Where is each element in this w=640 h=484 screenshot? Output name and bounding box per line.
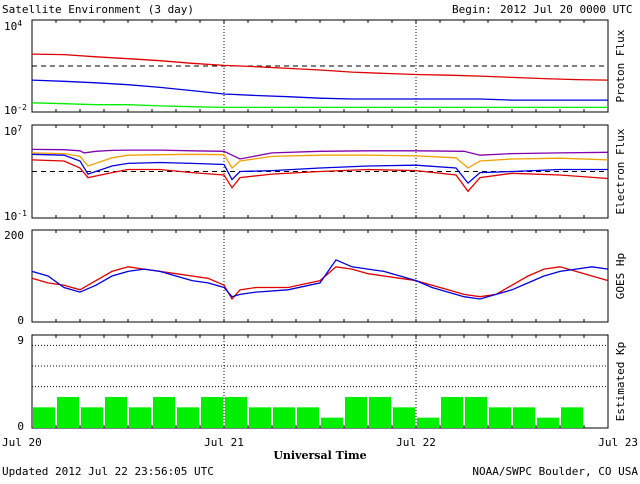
- kp-bar: [129, 407, 151, 428]
- y-tick-label: 10-1: [4, 209, 27, 223]
- kp-bar: [81, 407, 103, 428]
- y-tick-label: 104: [4, 19, 22, 33]
- series-green: [31, 102, 608, 109]
- series-orange: [31, 152, 609, 170]
- credit-text: NOAA/SWPC Boulder, CO USA: [472, 465, 638, 478]
- begin-value: 2012 Jul 20 0000 UTC: [500, 3, 632, 16]
- kp-bar: [273, 407, 295, 428]
- kp-bar: [321, 417, 343, 428]
- panel-1: 107 10-1 Electron Flux: [4, 124, 627, 223]
- panel-frame: [31, 334, 609, 429]
- kp-bar: [393, 407, 415, 428]
- kp-bar: [177, 407, 199, 428]
- series-red: [31, 159, 609, 193]
- y-tick-label: 0: [17, 420, 24, 433]
- begin-label: Begin:: [452, 3, 492, 16]
- series-red: [31, 266, 609, 301]
- updated-timestamp: Updated 2012 Jul 22 23:56:05 UTC: [2, 465, 214, 478]
- y-tick-label: 107: [4, 124, 22, 138]
- y-tick-label: 200: [4, 229, 24, 242]
- kp-bar: [57, 397, 79, 428]
- kp-bar: [489, 407, 511, 428]
- panel-ylabel: Estimated Kp: [614, 342, 627, 421]
- x-axis-label: Universal Time: [273, 449, 366, 462]
- kp-bar: [249, 407, 271, 428]
- y-tick-label: 9: [17, 334, 24, 347]
- x-tick-labels: Jul 20 Jul 21 Jul 22 Jul 23: [2, 436, 638, 449]
- x-tick-label: Jul 22: [396, 436, 436, 449]
- x-tick-label: Jul 20: [2, 436, 42, 449]
- panel-3: 9 0 Estimated Kp: [17, 334, 627, 433]
- panel-ylabel: Electron Flux: [614, 128, 627, 214]
- chart-title: Satellite Environment (3 day): [2, 3, 194, 16]
- y-tick-label: 0: [17, 314, 24, 327]
- kp-bar: [33, 407, 55, 428]
- kp-bar: [513, 407, 535, 428]
- kp-bar: [537, 417, 559, 428]
- panel-2: 200 0 GOES Hp: [4, 229, 627, 327]
- panel-frame: [31, 229, 609, 323]
- kp-bar: [465, 397, 487, 428]
- kp-bar: [441, 397, 463, 428]
- panel-0: 104 10-2 Proton Flux: [4, 19, 627, 117]
- y-tick-label: 10-2: [4, 103, 27, 117]
- x-tick-label: Jul 23: [598, 436, 638, 449]
- kp-bar: [225, 397, 247, 428]
- kp-bar: [417, 417, 439, 428]
- x-tick-label: Jul 21: [204, 436, 244, 449]
- panels: 104 10-2 Proton Flux 107 10-1 Electron Flux 20…: [4, 19, 627, 433]
- series-blue: [31, 79, 608, 101]
- panel-ylabel: GOES Hp: [614, 253, 627, 299]
- kp-bar: [105, 397, 127, 428]
- series-purple: [31, 148, 609, 160]
- kp-bar: [345, 397, 367, 428]
- series-red: [31, 53, 609, 81]
- kp-bar: [561, 407, 583, 428]
- kp-bar: [153, 397, 175, 428]
- kp-bar: [369, 397, 391, 428]
- kp-bar: [297, 407, 319, 428]
- series-blue: [31, 259, 609, 300]
- panel-ylabel: Proton Flux: [614, 29, 627, 102]
- series-blue: [31, 153, 608, 185]
- kp-bar: [201, 397, 223, 428]
